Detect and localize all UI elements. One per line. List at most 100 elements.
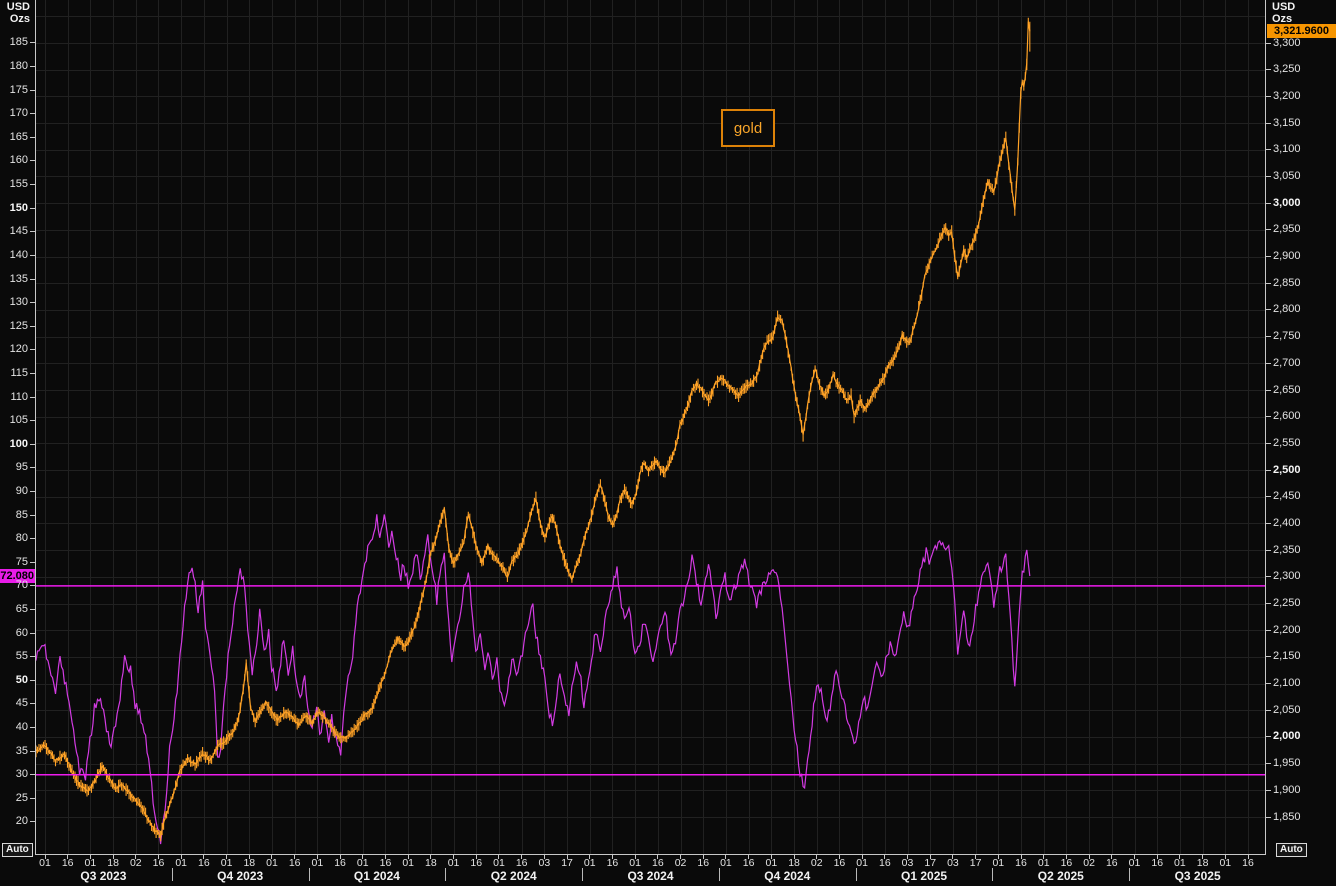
gold-series-bars [35, 17, 1031, 842]
left-axis-tick-mark [30, 42, 35, 44]
x-axis-tick-mark [521, 855, 523, 859]
left-axis-tick: 50 [15, 673, 28, 686]
left-axis-tick-mark [30, 538, 35, 540]
x-axis-tick-mark [1134, 855, 1135, 859]
left-axis-tick-mark [30, 184, 35, 186]
x-axis-tick-mark [907, 855, 909, 859]
left-axis-tick: 150 [9, 201, 28, 214]
x-axis-quarter-separator [992, 868, 994, 881]
x-axis-day-tick: 01 [1219, 857, 1232, 869]
x-axis-tick-mark [589, 855, 591, 859]
left-axis-tick: 155 [9, 178, 28, 191]
right-axis-unit-line1: USD [1272, 1, 1296, 13]
x-axis-day-tick: 16 [1015, 857, 1027, 869]
axis-frame [35, 0, 1266, 855]
x-axis-day-tick: 16 [1242, 857, 1254, 869]
left-axis-auto-scale-button[interactable]: Auto [2, 843, 33, 857]
x-axis-quarter-separator [718, 868, 720, 881]
x-axis-tick-mark [44, 855, 46, 859]
left-axis-tick: 45 [15, 697, 28, 710]
right-axis-tick: 2,400 [1273, 516, 1301, 529]
x-axis-day-tick: 01 [583, 857, 596, 869]
x-axis-tick-mark [611, 855, 613, 859]
left-axis-tick: 90 [15, 484, 28, 497]
x-axis-tick-mark [543, 855, 545, 859]
left-axis-tick: 175 [9, 83, 28, 96]
left-axis-tick: 40 [15, 721, 28, 734]
series-legend-gold[interactable]: gold [721, 109, 775, 147]
x-axis-day-tick: 16 [288, 857, 301, 869]
x-axis-day-tick: 16 [878, 857, 891, 869]
x-axis-tick-mark [861, 855, 863, 859]
right-axis-tick-mark [1266, 336, 1271, 338]
x-axis-day-tick: 02 [1083, 857, 1095, 869]
right-axis-tick: 2,600 [1273, 410, 1301, 423]
left-axis-tick-mark [30, 420, 35, 422]
right-axis-tick-mark [1266, 469, 1271, 471]
left-axis-tick: 100 [9, 437, 28, 450]
x-axis-day-tick: 01 [447, 857, 460, 869]
x-axis-tick-mark [1247, 855, 1249, 859]
x-axis-day-tick: 01 [311, 857, 324, 869]
right-axis-unit-label: USD Ozs [1272, 1, 1332, 25]
left-axis-tick: 120 [9, 343, 28, 356]
left-axis-tick-mark [30, 490, 35, 492]
x-axis-quarter-label: Q3 2024 [627, 869, 674, 883]
right-axis-tick-mark [1266, 683, 1271, 685]
right-axis-tick-mark [1266, 736, 1271, 738]
left-axis-tick-mark [30, 514, 35, 516]
right-axis-tick: 2,350 [1273, 543, 1301, 556]
right-axis-tick-mark [1266, 816, 1271, 818]
left-axis-tick: 35 [15, 744, 28, 757]
left-axis-tick: 95 [15, 461, 28, 474]
right-axis-tick: 2,750 [1273, 330, 1301, 343]
x-axis-tick-mark [1020, 855, 1022, 859]
right-axis-tick-mark [1266, 576, 1271, 578]
chart-canvas[interactable] [35, 0, 1266, 855]
x-axis-tick-mark [316, 855, 318, 859]
right-axis-tick: 2,950 [1273, 223, 1301, 236]
left-axis-tick: 105 [9, 414, 28, 427]
right-axis-tick: 2,150 [1273, 650, 1301, 663]
x-axis-tick-mark [339, 855, 341, 859]
x-axis-day-tick: 01 [1174, 857, 1186, 869]
x-axis-quarter-label: Q3 2025 [1174, 869, 1221, 883]
left-axis-tick: 165 [9, 130, 28, 143]
left-axis-tick: 125 [9, 319, 28, 332]
left-axis-tick-mark [30, 349, 35, 351]
right-axis-tick: 2,450 [1273, 490, 1301, 503]
x-axis-tick-mark [1202, 855, 1204, 859]
right-axis-auto-scale-button[interactable]: Auto [1276, 843, 1307, 857]
x-axis-tick-mark [884, 855, 886, 859]
left-axis-tick-mark [30, 609, 35, 610]
right-axis-tick-mark [1266, 42, 1271, 44]
right-axis-tick-mark [1266, 656, 1271, 658]
x-axis-day-tick: 01 [629, 857, 641, 869]
x-axis-tick-mark [430, 855, 432, 859]
left-axis-tick: 80 [15, 532, 28, 545]
right-axis-tick: 2,700 [1273, 356, 1301, 369]
left-axis-tick-mark [30, 750, 35, 752]
x-axis-day-tick: 01 [402, 857, 414, 869]
right-axis-tick: 2,800 [1273, 303, 1301, 316]
left-axis-tick-mark [30, 774, 35, 776]
rsi-series-line [35, 514, 1031, 845]
left-axis-tick-mark [30, 585, 35, 587]
left-axis-tick-mark [30, 821, 35, 823]
left-axis-tick-mark [30, 207, 35, 209]
gold-series-line [35, 21, 1031, 840]
left-axis-tick: 70 [15, 579, 28, 592]
x-axis-tick-mark [1043, 855, 1045, 859]
right-axis-tick: 2,250 [1273, 597, 1301, 610]
left-axis-tick: 25 [15, 791, 28, 804]
left-axis-unit-line1: USD [6, 1, 30, 13]
right-axis-tick-mark [1266, 442, 1271, 444]
left-axis-tick-mark [30, 231, 35, 233]
right-axis-tick-mark [1266, 362, 1271, 364]
x-axis-tick-mark [180, 855, 182, 859]
x-axis-tick-mark [680, 855, 682, 859]
right-axis-tick-mark [1266, 256, 1271, 258]
x-axis-quarter-separator [1129, 868, 1131, 881]
left-axis-tick-mark [30, 302, 35, 304]
